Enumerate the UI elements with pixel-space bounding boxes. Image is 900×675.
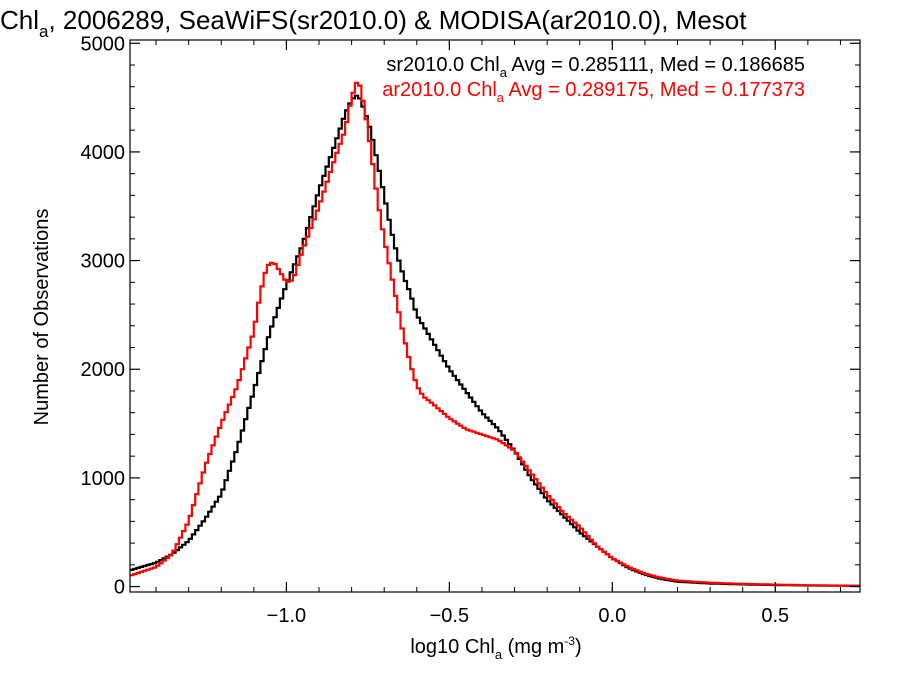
y-tick-label: 2000 (81, 359, 126, 381)
x-axis: −1.0 −0.5 0.0 0.5 (155, 40, 841, 627)
legend-entry-ar2010: ar2010.0 Chla Avg = 0.289175, Med = 0.17… (382, 79, 805, 105)
x-tick-label: −0.5 (430, 605, 469, 627)
y-tick-label: 0 (114, 577, 125, 599)
x-tick-label: 0.0 (598, 605, 626, 627)
legend-entry-sr2010: sr2010.0 Chla Avg = 0.285111, Med = 0.18… (386, 54, 805, 80)
x-axis-label: log10 Chla (mg m-3) (410, 634, 581, 662)
x-tick-label: 0.5 (761, 605, 789, 627)
plot-frame (129, 39, 861, 593)
series-layer (130, 81, 860, 587)
y-tick-label: 4000 (81, 142, 126, 164)
series-line-sr2010.0 (130, 94, 860, 587)
x-tick-label: −1.0 (267, 605, 306, 627)
y-axis: 0 1000 2000 3000 4000 5000 (81, 33, 860, 599)
legend: sr2010.0 Chla Avg = 0.285111, Med = 0.18… (382, 54, 805, 105)
y-tick-label: 3000 (81, 251, 126, 273)
chart-title: Chla, 2006289, SeaWiFS(sr2010.0) & MODIS… (0, 5, 747, 41)
y-axis-label: Number of Observations (31, 209, 53, 426)
series-line-ar2010.0 (130, 81, 860, 587)
y-tick-label: 1000 (81, 468, 126, 490)
y-tick-label: 5000 (81, 33, 126, 55)
